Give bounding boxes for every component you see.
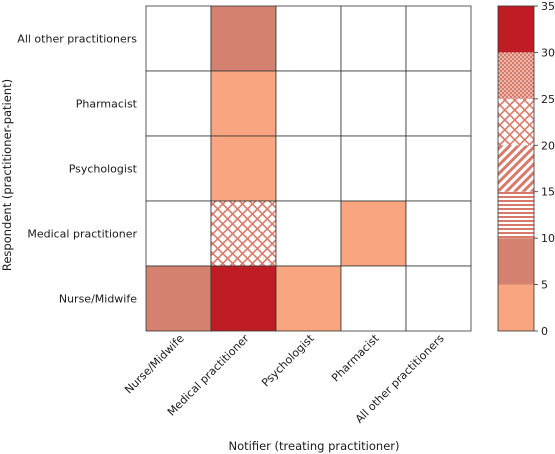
x-tick-label-psychologist: Psychologist [259,331,317,389]
y-tick-label-psychologist: Psychologist [69,163,138,176]
heatmap-cell-psychologist-medical-practitioner [210,135,277,202]
x-tick-label-nurse-midwife: Nurse/Midwife [122,332,187,397]
colorbar-bin-30-35 [498,6,534,53]
heatmap-cell-all-other-practitioners-medical-practitioner [210,5,277,72]
heatmap-cell-all-other-practitioners-psychologist [275,5,342,72]
y-tick-labels: All other practitioners Pharmacist Psychol… [17,33,137,306]
heatmap-cell-medical-practitioner-pharmacist [340,200,407,267]
colorbar-tick-label-5: 5 [541,279,548,292]
heatmap-cell-pharmacist-nurse-midwife [145,70,212,137]
colorbar-bin-20-25 [498,98,534,146]
heatmap-cell-all-other-practitioners-nurse-midwife [145,5,212,72]
y-axis-label: Respondent (practitioner-patient) [0,79,14,271]
x-axis-label: Notifier (treating practitioner) [228,439,399,453]
heatmap-cell-nurse-midwife-nurse-midwife [145,265,212,332]
heatmap-cell-psychologist-all-other-practitioners [405,135,472,202]
heatmap-cell-pharmacist-psychologist [275,70,342,137]
heatmap-cell-nurse-midwife-medical-practitioner [210,265,277,332]
heatmap-cells [145,5,472,332]
colorbar-tick-label-15: 15 [541,186,555,199]
heatmap-cell-nurse-midwife-psychologist [275,265,342,332]
colorbar: 0 5 10 15 20 25 30 35 [497,0,555,338]
y-tick-label-medical-practitioner: Medical practitioner [27,228,137,241]
heatmap-cell-pharmacist-all-other-practitioners [405,70,472,137]
y-tick-label-nurse-midwife: Nurse/Midwife [59,293,137,306]
heatmap-cell-all-other-practitioners-all-other-practitioners [405,5,472,72]
heatmap-cell-pharmacist-pharmacist [340,70,407,137]
x-tick-label-pharmacist: Pharmacist [329,331,382,384]
y-tick-label-all-other-practitioners: All other practitioners [17,33,137,46]
colorbar-tick-label-30: 30 [541,46,555,59]
colorbar-tick-label-35: 35 [541,0,555,13]
colorbar-tick-label-25: 25 [541,93,555,106]
colorbar-tick-label-0: 0 [541,325,548,338]
heatmap-cell-psychologist-psychologist [275,135,342,202]
heatmap-cell-psychologist-pharmacist [340,135,407,202]
colorbar-tick-label-20: 20 [541,139,555,152]
colorbar-frame [497,5,535,332]
heatmap-cell-nurse-midwife-pharmacist [340,265,407,332]
y-tick-label-pharmacist: Pharmacist [76,98,138,111]
heatmap-cell-medical-practitioner-medical-practitioner [210,200,277,267]
colorbar-bin-0-5 [498,284,534,331]
colorbar-bin-15-20 [498,145,534,192]
heatmap-cell-nurse-midwife-all-other-practitioners [405,265,472,332]
heatmap-cell-medical-practitioner-nurse-midwife [145,200,212,267]
heatmap-cell-medical-practitioner-all-other-practitioners [405,200,472,267]
heatmap-cell-pharmacist-medical-practitioner [210,70,277,137]
colorbar-bin-25-30 [498,52,534,99]
heatmap-cell-all-other-practitioners-pharmacist [340,5,407,72]
colorbar-bin-10-15 [498,191,534,239]
heatmap-cell-psychologist-nurse-midwife [145,135,212,202]
colorbar-tick-label-10: 10 [541,232,555,245]
heatmap-cell-medical-practitioner-psychologist [275,200,342,267]
colorbar-bin-5-10 [498,238,534,285]
